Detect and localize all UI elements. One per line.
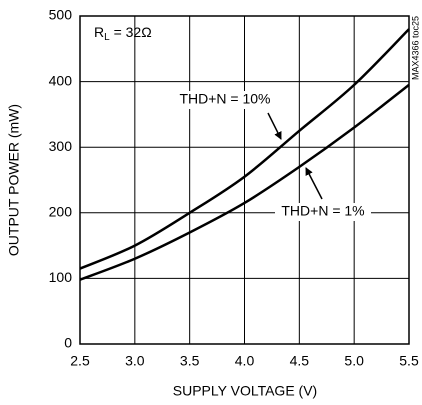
series-label: THD+N = 10% bbox=[179, 91, 270, 107]
label-arrow bbox=[305, 167, 323, 200]
series-line bbox=[79, 28, 410, 270]
series-line bbox=[79, 83, 410, 281]
rl-rest: = 32Ω bbox=[110, 24, 152, 40]
y-tick-label: 200 bbox=[49, 204, 73, 220]
y-tick-label: 400 bbox=[49, 72, 73, 88]
y-tick-label: 0 bbox=[64, 335, 72, 351]
x-tick-label: 3.0 bbox=[125, 353, 145, 369]
y-tick-label: 300 bbox=[49, 138, 73, 154]
rl-main: R bbox=[94, 24, 104, 40]
x-axis-label: SUPPLY VOLTAGE (V) bbox=[173, 383, 317, 399]
y-tick-label: 100 bbox=[49, 269, 73, 285]
x-tick-label: 4.0 bbox=[235, 353, 255, 369]
label-background bbox=[177, 91, 273, 109]
rl-sub: L bbox=[104, 32, 110, 43]
series-label: THD+N = 1% bbox=[281, 203, 364, 219]
plot-frame bbox=[79, 15, 410, 345]
y-tick-label: 500 bbox=[49, 7, 73, 23]
label-background bbox=[275, 203, 371, 221]
y-axis-label: OUTPUT POWER (mW) bbox=[6, 104, 22, 256]
x-tick-label: 4.5 bbox=[290, 353, 310, 369]
x-tick-label: 2.5 bbox=[70, 353, 90, 369]
x-tick-label: 3.5 bbox=[180, 353, 200, 369]
part-id: MAX4366 toc25 bbox=[410, 16, 420, 80]
label-arrow bbox=[267, 112, 282, 140]
rl-annotation: RL = 32Ω bbox=[94, 24, 152, 43]
x-tick-label: 5.5 bbox=[399, 353, 419, 369]
x-tick-label: 5.0 bbox=[344, 353, 364, 369]
